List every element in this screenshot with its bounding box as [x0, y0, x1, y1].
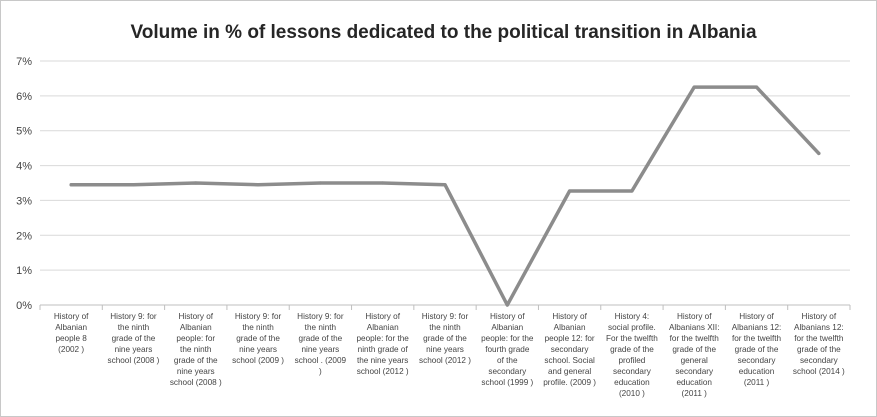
- data-point: [131, 183, 136, 187]
- data-point: [505, 303, 509, 307]
- y-tick-label: 7%: [16, 56, 32, 68]
- x-tick-label: History 4: social profile. For the twelfth…: [606, 312, 658, 398]
- data-point: [692, 85, 696, 89]
- x-tick-label: History of Albanian people 12: for secondar…: [543, 312, 596, 387]
- x-axis: History of Albanian people 8 (2002 ) History…: [39, 305, 851, 398]
- x-tick-label: History 9: for the ninth grade of the nine …: [419, 312, 471, 365]
- y-tick-label: 4%: [16, 161, 32, 173]
- series-layer: [69, 85, 821, 307]
- x-tick-label: History of Albanian people: for the ninth gr…: [170, 312, 222, 387]
- y-tick-label: 2%: [16, 230, 32, 242]
- x-tick-label: History of Albanians XII: for the twelfth g…: [669, 312, 720, 398]
- data-point: [568, 189, 572, 193]
- data-point: [754, 85, 759, 89]
- y-tick-label: 5%: [16, 126, 32, 138]
- data-point: [69, 183, 73, 187]
- y-tick-label: 1%: [16, 265, 32, 277]
- x-tick-label: History 9: for the ninth grade of the nine …: [232, 312, 284, 365]
- y-axis: 0% 1% 2% 3% 4% 5% 6% 7%: [16, 56, 32, 312]
- x-tick-label: History of Albanians 12: for the twelfth gr…: [732, 312, 782, 387]
- data-point: [318, 181, 322, 185]
- x-tick-label: History of Albanians 12: for the twelfth gr…: [793, 312, 845, 376]
- x-tick-label: History of Albanian people: for the ninth g…: [357, 312, 410, 376]
- chart-title: Volume in % of lessons dedicated to the …: [130, 22, 757, 43]
- y-tick-label: 0%: [16, 300, 32, 312]
- x-tick-label: History of Albanian people 8 (2002 ): [54, 312, 89, 354]
- x-tick-label: History 9: for the ninth grade of the nine …: [295, 312, 347, 376]
- data-point: [817, 151, 821, 155]
- y-tick-label: 6%: [16, 91, 32, 103]
- data-point: [381, 181, 385, 185]
- x-tick-label: History of Albanian people: for the fourth …: [481, 312, 534, 387]
- gridlines: [40, 60, 850, 306]
- series-line: [69, 85, 821, 307]
- data-point: [194, 181, 198, 185]
- data-point: [256, 183, 260, 187]
- x-tick-label: History 9: for the ninth grade of the nine …: [108, 312, 160, 365]
- y-tick-label: 3%: [16, 195, 32, 207]
- data-point: [630, 189, 634, 193]
- data-point: [443, 183, 447, 187]
